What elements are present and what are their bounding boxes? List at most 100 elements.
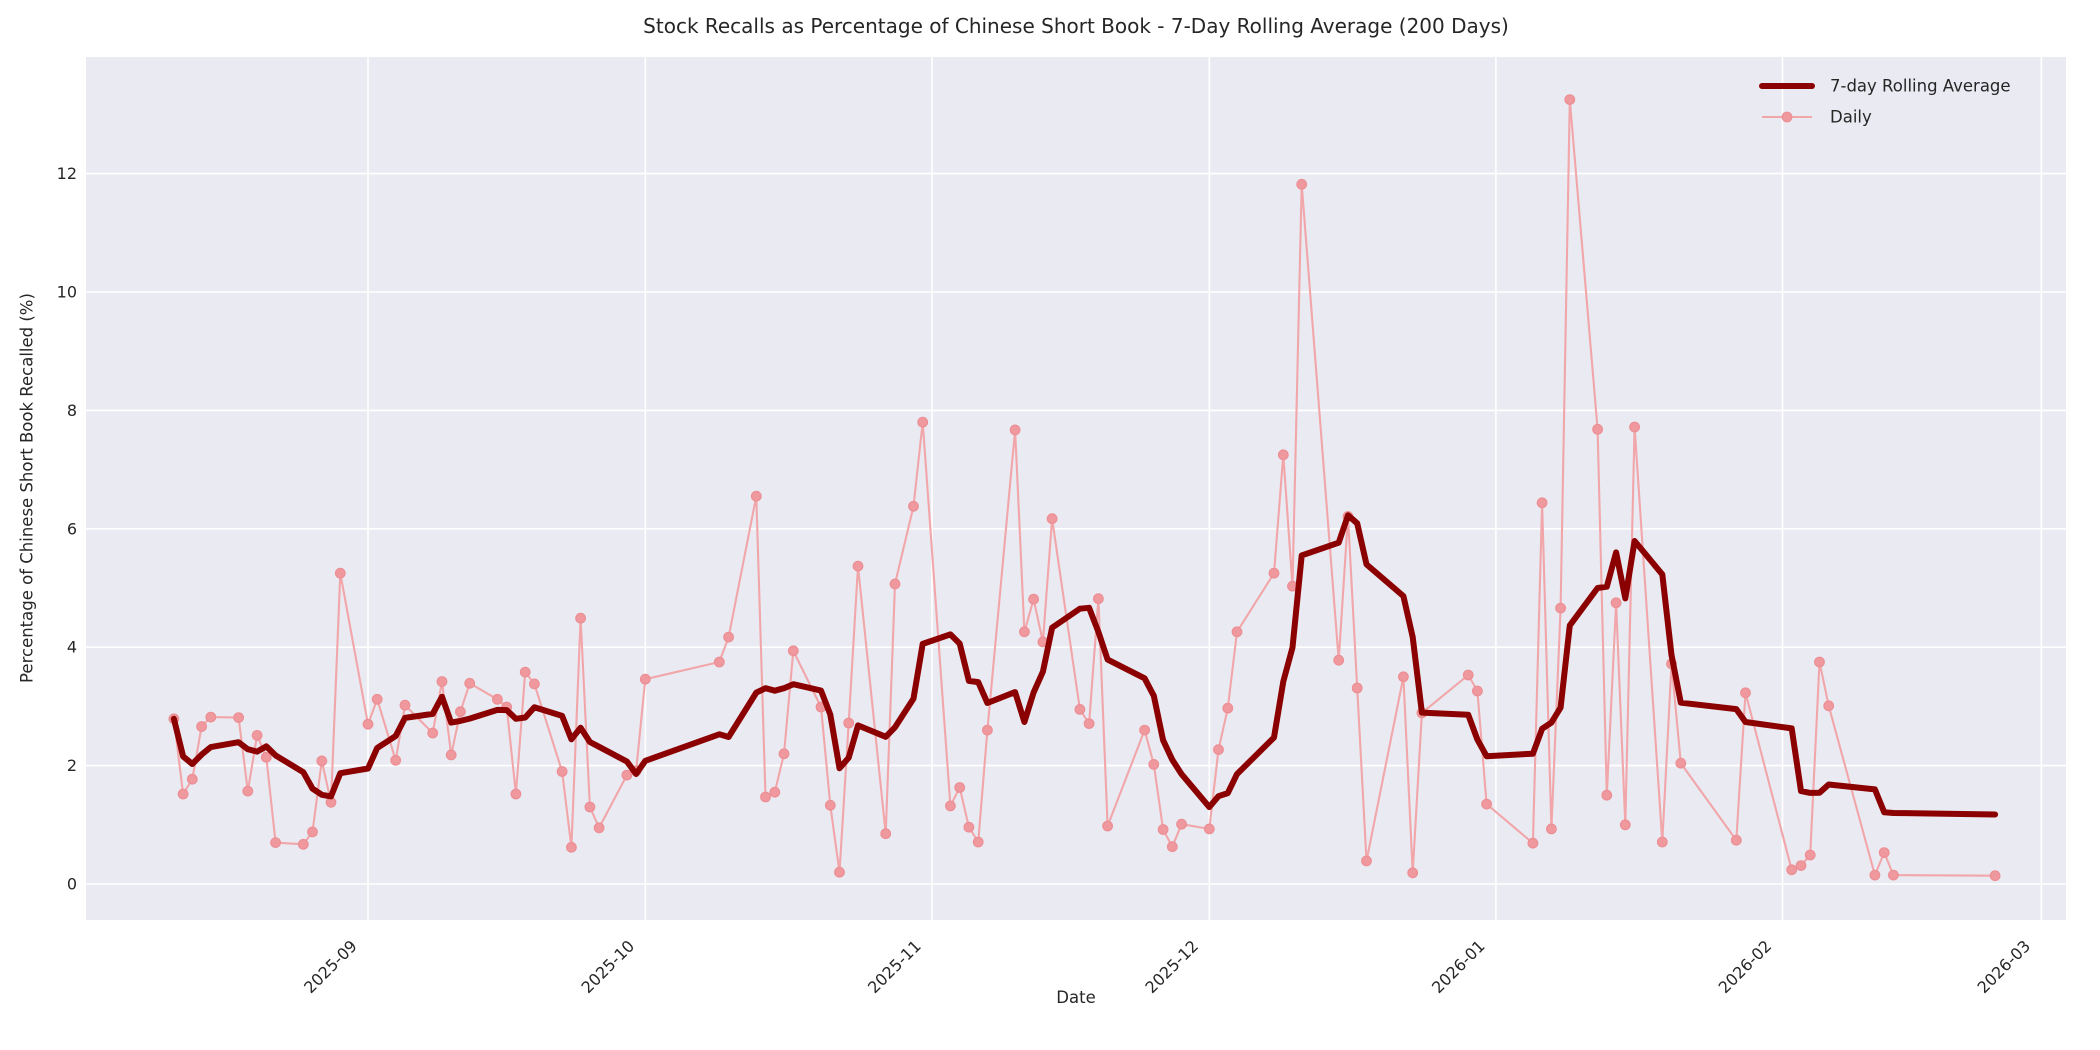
daily-point	[972, 836, 984, 848]
daily-point	[889, 578, 901, 590]
daily-point	[205, 711, 217, 723]
daily-point	[778, 748, 790, 760]
daily-point	[1878, 847, 1890, 858]
daily-point	[316, 755, 328, 767]
daily-point	[1814, 656, 1825, 668]
daily-point	[1268, 567, 1280, 579]
daily-point	[1157, 824, 1169, 835]
daily-point	[1545, 823, 1557, 835]
daily-point	[1009, 424, 1021, 436]
daily-point	[242, 785, 254, 797]
rolling-average-line	[170, 512, 1999, 818]
daily-point	[1887, 869, 1899, 881]
daily-point	[982, 724, 993, 736]
y-tick-label: 6	[67, 519, 77, 538]
daily-point	[1592, 423, 1603, 435]
daily-point	[787, 645, 799, 657]
daily-line	[172, 98, 1997, 877]
daily-point	[769, 786, 781, 798]
daily-point	[307, 826, 318, 838]
y-tick-label: 8	[67, 401, 77, 420]
daily-point	[1629, 421, 1640, 433]
daily-point	[1795, 860, 1807, 871]
x-axis-label: Date	[1056, 988, 1096, 1007]
daily-point	[1296, 178, 1308, 190]
legend-item-rolling: 7-day Rolling Average	[1759, 77, 2011, 96]
daily-point	[1407, 867, 1419, 879]
daily-point	[1333, 654, 1345, 666]
daily-point	[954, 782, 966, 793]
daily-point	[593, 822, 605, 834]
daily-point	[824, 799, 836, 811]
legend-label: Daily	[1830, 108, 1872, 127]
daily-point	[1804, 849, 1816, 861]
daily-point	[1046, 513, 1058, 525]
y-tick-label: 10	[57, 283, 77, 302]
daily-point	[1166, 841, 1178, 853]
daily-point	[1527, 837, 1539, 849]
daily-point	[713, 656, 725, 668]
daily-point	[260, 751, 272, 763]
legend-label: 7-day Rolling Average	[1830, 77, 2011, 96]
daily-series-markers	[168, 94, 2001, 882]
daily-point	[1601, 789, 1613, 801]
daily-point	[436, 676, 448, 687]
daily-point	[1989, 870, 2001, 882]
daily-point	[1351, 682, 1363, 694]
y-axis-label: Percentage of Chinese Short Book Recalle…	[17, 293, 37, 683]
daily-point	[1555, 602, 1566, 614]
daily-point	[843, 717, 855, 729]
daily-point	[1222, 702, 1234, 714]
daily-point	[297, 838, 309, 850]
daily-point	[196, 721, 208, 732]
daily-point	[1471, 685, 1483, 697]
daily-point	[1730, 834, 1742, 846]
daily-point	[1231, 626, 1243, 638]
daily-point	[529, 678, 540, 690]
daily-point	[1740, 687, 1751, 699]
daily-point	[1203, 823, 1215, 835]
daily-point	[251, 730, 263, 741]
daily-point	[334, 567, 346, 579]
daily-point	[1139, 724, 1150, 736]
daily-point	[852, 560, 864, 572]
daily-point	[963, 821, 975, 833]
daily-point	[399, 699, 411, 711]
daily-point	[519, 666, 531, 678]
daily-point	[1823, 700, 1835, 712]
daily-point	[1656, 836, 1668, 848]
daily-point	[621, 769, 633, 781]
daily-point	[371, 693, 383, 705]
daily-point	[575, 612, 586, 624]
daily-point	[1869, 869, 1881, 881]
daily-point	[1462, 669, 1474, 681]
daily-point	[362, 718, 374, 730]
daily-point	[186, 773, 198, 785]
daily-point	[945, 800, 956, 812]
daily-point	[1028, 593, 1039, 605]
daily-point	[1675, 757, 1687, 769]
daily-point	[510, 788, 522, 800]
daily-point	[1277, 449, 1289, 461]
daily-point	[455, 706, 466, 718]
daily-point	[445, 749, 457, 761]
daily-point	[566, 841, 577, 853]
daily-point	[750, 490, 762, 502]
daily-point	[1397, 671, 1409, 683]
y-tick-label: 2	[67, 756, 77, 775]
daily-point	[1074, 704, 1086, 715]
daily-point	[1083, 718, 1095, 729]
daily-series-line	[172, 98, 1997, 877]
daily-point	[492, 693, 503, 705]
daily-point	[427, 727, 439, 739]
plot-background	[86, 57, 2066, 920]
daily-point	[1536, 497, 1548, 509]
daily-point	[760, 791, 771, 803]
daily-point	[390, 754, 402, 766]
legend-item-daily: Daily	[1762, 108, 1872, 127]
daily-point	[1213, 744, 1224, 755]
daily-point	[908, 500, 919, 512]
daily-point	[1361, 855, 1372, 867]
daily-point	[1019, 626, 1030, 638]
